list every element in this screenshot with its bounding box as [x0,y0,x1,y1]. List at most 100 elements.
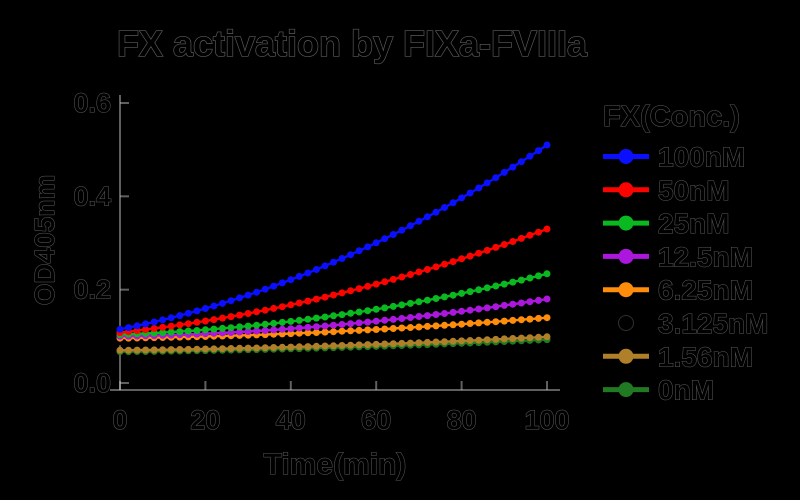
data-point [176,346,184,353]
legend-marker [618,182,634,198]
data-point [466,320,474,327]
data-point [287,343,295,351]
data-point [236,294,244,302]
data-point [398,226,406,234]
data-point [406,314,414,321]
data-point [244,322,252,330]
data-point [432,263,440,271]
legend-label: 100nM [658,142,745,173]
data-point [483,246,491,254]
data-point [338,342,346,349]
data-point [398,301,406,309]
data-point [270,282,278,290]
axes: 0 20 40 60 80 100 0.0 0.2 0.4 0.6 [73,87,570,435]
legend-label: 3.125nM [658,308,769,339]
data-point [193,307,201,315]
data-point [423,296,431,304]
data-point [415,298,423,306]
data-point [509,335,517,342]
data-point [355,332,363,340]
data-point [312,329,320,336]
data-point [270,304,278,312]
data-point [509,316,517,324]
data-point [483,284,491,292]
data-point [364,318,372,326]
data-point [330,312,337,320]
data-point [483,304,491,312]
data-point [441,338,448,346]
data-point [278,335,286,343]
data-point [389,340,397,348]
data-point [330,291,337,299]
data-point [312,295,320,303]
data-point [295,343,303,351]
data-point [441,329,448,336]
data-point [253,327,261,335]
data-point [415,339,423,347]
data-point [543,270,551,278]
data-point [278,279,286,287]
data-point [193,345,201,353]
data-point [492,174,500,182]
data-point [509,163,517,171]
data-point [372,317,380,325]
data-point [338,289,346,297]
data-point [347,320,355,328]
data-point [304,297,312,305]
data-point [270,319,278,327]
data-point [500,168,508,176]
data-point [432,322,440,330]
data-point [244,310,252,317]
series-1.56nM [116,333,551,354]
data-point [415,217,423,225]
data-point [287,330,295,338]
data-point [330,328,337,336]
y-tick-label: 0.4 [73,181,111,211]
data-point [261,344,269,352]
data-point [398,273,406,281]
data-point [372,280,380,288]
data-point [295,324,303,332]
data-point [517,316,525,324]
data-point [406,299,414,307]
data-point [441,293,448,301]
data-point [287,334,295,342]
data-point [159,329,167,337]
data-point [423,213,431,221]
x-tick-label: 0 [112,405,127,435]
data-point [372,340,380,348]
data-point [475,327,483,335]
data-point [398,330,406,338]
data-point [355,247,363,255]
data-point [227,329,235,336]
data-point [449,199,457,207]
data-point [449,308,457,316]
data-point [253,321,261,329]
data-point [338,255,346,262]
data-point [492,326,500,334]
data-point [347,327,355,335]
data-point [432,338,440,346]
data-point [458,255,466,263]
data-point [184,309,192,317]
data-point [167,346,175,354]
data-point [372,305,380,313]
data-point [295,272,303,280]
data-point [330,333,337,341]
data-point [338,333,346,341]
data-point [423,338,431,346]
legend-marker [618,149,634,164]
data-point [347,332,355,340]
data-point [142,326,150,334]
data-point [355,319,363,327]
data-point [458,328,466,336]
x-tick-label: 100 [524,405,569,435]
data-point [227,297,235,305]
data-point [466,189,474,197]
data-point [133,346,141,354]
data-point [244,328,252,335]
data-point [449,291,457,299]
data-point [389,302,397,310]
data-point [125,346,132,354]
